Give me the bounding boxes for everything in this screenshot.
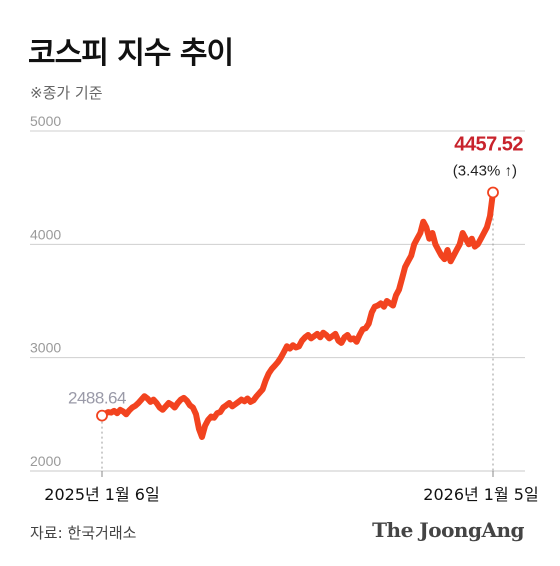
publisher-logo: The JoongAng [372, 518, 524, 542]
y-tick-label: 5000 [30, 113, 61, 129]
grid-lines [30, 130, 525, 359]
y-tick-label: 3000 [30, 340, 61, 356]
start-value-label: 2488.64 [68, 389, 126, 408]
chart-title: 코스피 지수 추이 [28, 36, 234, 71]
end-value-label: 4457.52 [454, 133, 523, 155]
x-label-start: 2025년 1월 6일 [44, 485, 159, 504]
y-axis-ticks: 2000 3000 4000 5000 [30, 113, 61, 469]
y-tick-label: 4000 [30, 226, 61, 242]
end-point-marker [487, 186, 499, 199]
chart-subtitle: ※종가 기준 [30, 84, 103, 102]
series-line [99, 189, 496, 440]
start-point-marker [96, 409, 108, 422]
x-label-end: 2026년 1월 5일 [423, 485, 538, 504]
source-note: 자료: 한국거래소 [30, 524, 137, 542]
y-tick-label: 2000 [30, 453, 61, 469]
end-change-label: (3.43% ↑) [453, 162, 517, 179]
